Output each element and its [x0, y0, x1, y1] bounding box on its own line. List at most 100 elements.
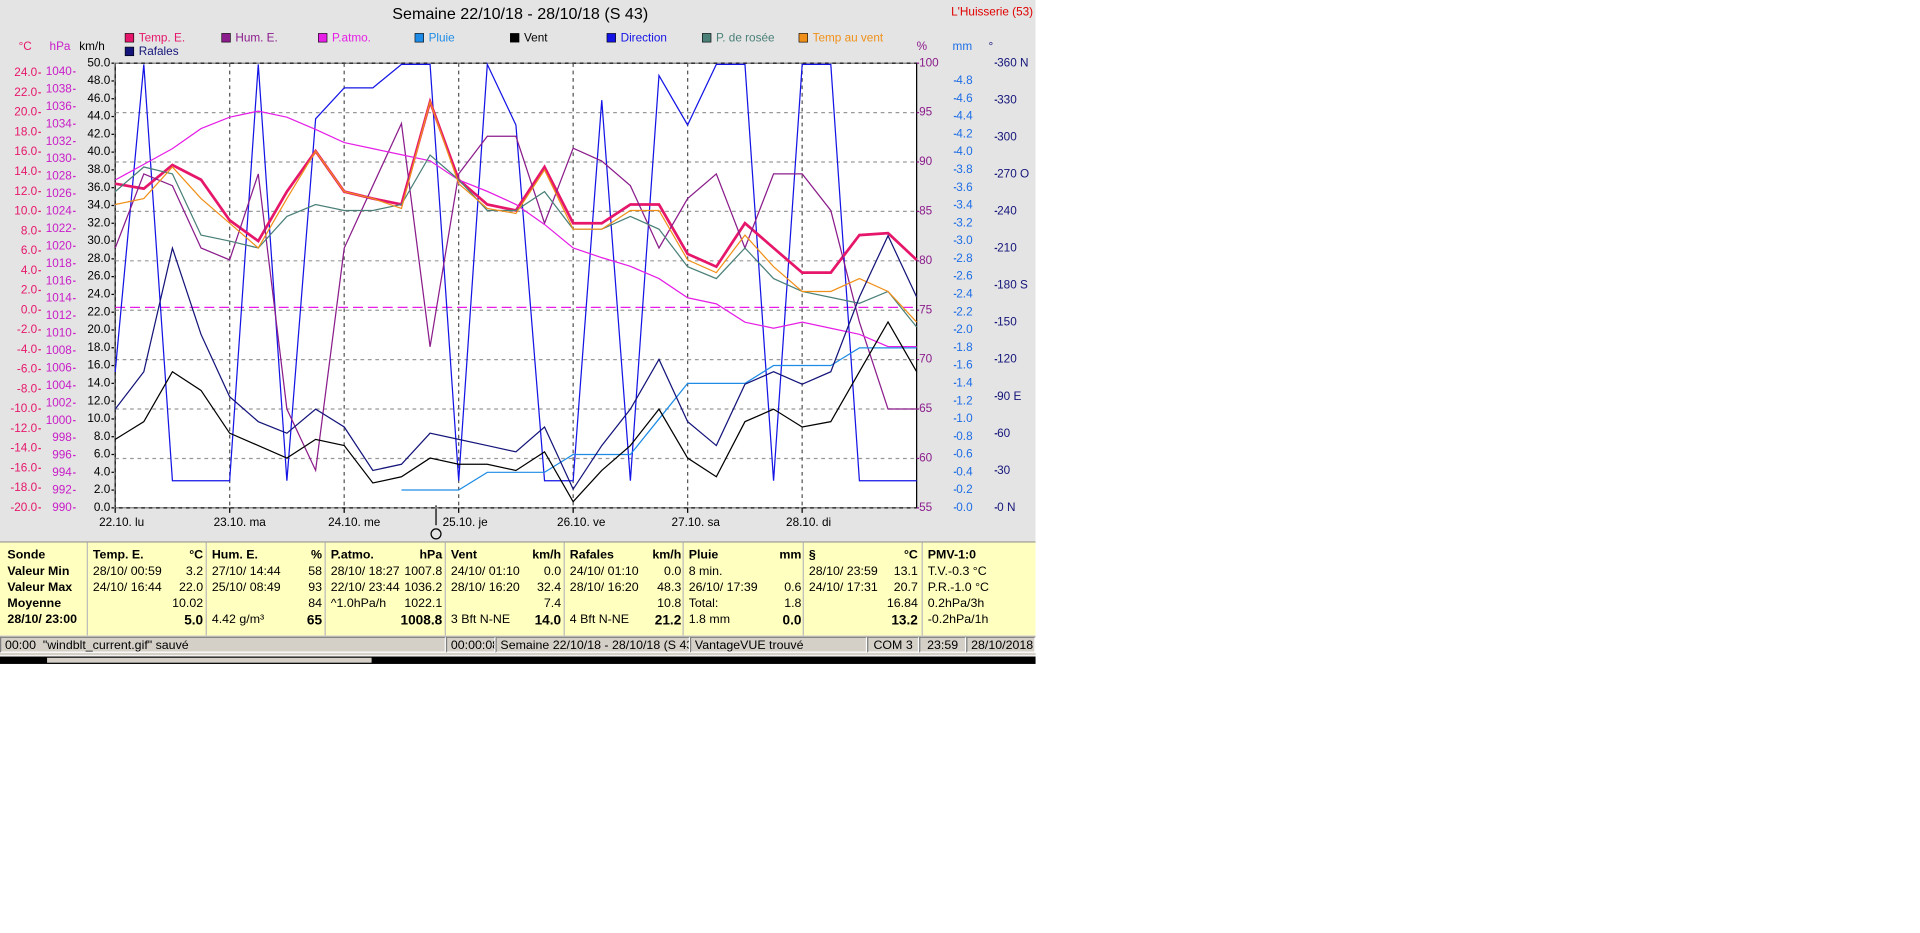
cell-text: 0.2hPa/3h: [927, 597, 985, 611]
y-tick-label: 4.0: [94, 465, 111, 478]
y-tick-label: 4.6: [956, 92, 973, 105]
y-tick-label: 3.2: [956, 216, 972, 229]
cell-value: 1008.8: [400, 613, 443, 629]
y-tick-label: 2.4: [956, 288, 973, 301]
y-tick-label: 28.0: [87, 252, 110, 265]
y-tick-label: 18.0: [87, 341, 110, 354]
cell-value: 32.4: [537, 580, 562, 595]
chart: Semaine 22/10/18 - 28/10/18 (S 43) L'Hui…: [0, 0, 1036, 542]
y-tick-label: 1030: [46, 152, 73, 165]
axis-unit: °C: [19, 40, 33, 53]
y-tick-label: 1012: [46, 309, 72, 322]
column-title: Pluie: [688, 548, 719, 563]
column-title: PMV-1:0: [927, 548, 976, 563]
y-tick-label: 90 E: [997, 390, 1021, 403]
y-tick-label: 6.0: [21, 244, 38, 257]
y-tick-label: 44.0: [87, 110, 110, 123]
y-tick-label: 0.2: [956, 483, 972, 496]
scroll-thumb[interactable]: [47, 657, 372, 663]
y-tick-label: 1034: [46, 117, 73, 130]
y-tick-label: 3.0: [956, 234, 973, 247]
scrollbar: [0, 656, 1036, 664]
legend-swatch: [414, 33, 424, 43]
y-tick-label: 1014: [46, 292, 73, 305]
y-tick-label: 270 O: [997, 167, 1029, 180]
legend-label: Temp. E.: [139, 32, 185, 45]
column-separator: [324, 542, 326, 636]
cell-text: 28/10/ 00:59: [92, 564, 162, 579]
legend-label: Hum. E.: [235, 32, 277, 45]
y-tick-label: 1.4: [956, 376, 973, 389]
column-title: Vent: [450, 548, 478, 563]
x-tick-label: 22.10. lu: [99, 516, 144, 529]
y-tick-label: 55: [919, 501, 933, 514]
station-name: L'Huisserie (53): [951, 5, 1033, 18]
y-tick-label: 20.0: [87, 323, 110, 336]
y-tick-label: 120: [997, 353, 1017, 366]
y-tick-label: 60: [997, 427, 1011, 440]
y-tick-label: 48.0: [87, 74, 110, 87]
cell-value: 10.8: [657, 597, 682, 611]
axis-unit: mm: [953, 40, 973, 53]
y-tick-label: 1022: [46, 222, 72, 235]
y-tick-label: 14.0: [14, 165, 37, 178]
y-tick-label: 26.0: [87, 270, 110, 283]
y-tick-label: 990: [52, 501, 72, 514]
cell-value: 21.2: [654, 613, 682, 629]
y-tick-label: 2.8: [956, 252, 973, 265]
legend-label: Temp au vent: [813, 32, 884, 45]
y-tick-label: 30: [997, 464, 1011, 477]
series-line: [114, 121, 917, 473]
cell-text: 27/10/ 14:44: [211, 564, 281, 579]
column-unit: °C: [903, 548, 918, 563]
cell-text: 24/10/ 01:10: [569, 564, 639, 579]
y-tick-label: 1040: [46, 65, 73, 78]
cell-text: -0.2hPa/1h: [927, 613, 989, 627]
y-tick-label: 330: [997, 93, 1017, 106]
y-tick-label: -6.0: [17, 363, 38, 376]
y-tick-label: 1.2: [956, 394, 972, 407]
y-tick-label: 3.6: [956, 181, 973, 194]
y-tick-label: 10.0: [14, 205, 37, 218]
cursor-handle[interactable]: [430, 528, 442, 540]
y-tick-label: 2.2: [956, 305, 972, 318]
y-tick-label: 4.2: [956, 127, 972, 140]
y-tick-label: 16.0: [87, 359, 110, 372]
column-separator: [802, 542, 804, 636]
legend-swatch: [124, 46, 135, 57]
y-tick-label: 100: [919, 56, 939, 69]
y-tick-label: 1.6: [956, 359, 973, 372]
axis-unit: %: [917, 40, 928, 53]
chart-title: Semaine 22/10/18 - 28/10/18 (S 43): [392, 5, 648, 23]
y-tick-label: 180 S: [997, 279, 1028, 292]
y-tick-label: 992: [52, 484, 72, 497]
column-unit: km/h: [532, 548, 562, 563]
cell-value: 10.02: [172, 597, 204, 611]
cell-text: 4 Bft N-NE: [569, 613, 630, 627]
y-tick-label: 42.0: [87, 127, 110, 140]
x-tick-label: 28.10. di: [786, 516, 831, 529]
series-line: [114, 110, 917, 348]
y-tick-label: 85: [919, 205, 933, 218]
legend-swatch: [702, 33, 712, 43]
status-cell: 00:00:08: [445, 636, 496, 653]
legend-label: P. de rosée: [716, 32, 775, 45]
y-tick-label: 40.0: [87, 145, 110, 158]
y-tick-label: 360 N: [997, 56, 1028, 69]
column-separator: [921, 542, 923, 636]
y-tick-label: -18.0: [10, 481, 37, 494]
y-tick-label: 2.0: [94, 483, 111, 496]
row-label: Moyenne: [7, 597, 62, 611]
y-tick-label: 1024: [46, 205, 73, 218]
y-tick-label: 46.0: [87, 92, 110, 105]
y-tick-label: 90: [919, 155, 933, 168]
cell-text: 8 min.: [688, 564, 723, 579]
y-tick-label: 22.0: [14, 86, 37, 99]
y-tick-label: 20.0: [14, 106, 37, 119]
y-tick-label: 1004: [46, 379, 73, 392]
y-tick-label: -16.0: [10, 461, 37, 474]
cell-value: 16.84: [886, 597, 918, 611]
y-tick-label: 0.0: [94, 501, 111, 514]
column-unit: km/h: [652, 548, 682, 563]
y-tick-label: 3.8: [956, 163, 973, 176]
